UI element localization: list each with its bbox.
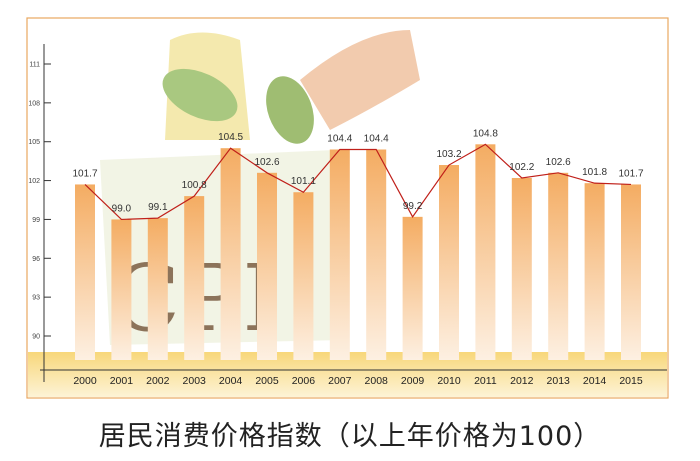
data-label: 104.4 xyxy=(327,133,352,144)
y-tick-label: 102 xyxy=(28,178,40,185)
bar-2007 xyxy=(329,149,350,360)
x-tick-label: 2003 xyxy=(183,375,207,387)
x-tick-label: 2000 xyxy=(73,375,97,387)
bar-2004 xyxy=(220,148,241,360)
data-label: 99.0 xyxy=(112,203,132,214)
x-tick-label: 2007 xyxy=(328,375,352,387)
bar-2005 xyxy=(257,172,277,360)
bar-2002 xyxy=(147,218,168,360)
y-tick-label: 105 xyxy=(28,139,40,146)
y-tick-label: 111 xyxy=(29,62,40,69)
x-tick-label: 2010 xyxy=(437,375,461,387)
y-tick-label: 99 xyxy=(32,217,40,224)
bar-2003 xyxy=(184,196,205,360)
x-tick-label: 2001 xyxy=(110,375,134,387)
bar-2011 xyxy=(475,144,496,360)
bar-2010 xyxy=(439,165,459,360)
x-tick-label: 2004 xyxy=(219,375,243,387)
bar-2006 xyxy=(293,192,314,360)
x-tick-label: 2006 xyxy=(292,375,316,387)
data-label: 101.1 xyxy=(291,176,316,187)
data-label: 103.2 xyxy=(436,149,461,160)
y-tick-label: 90 xyxy=(32,334,40,341)
data-label: 99.2 xyxy=(403,201,423,212)
bar-2015 xyxy=(621,184,641,360)
x-tick-label: 2012 xyxy=(510,375,534,387)
data-label: 104.8 xyxy=(473,128,498,139)
bar-2001 xyxy=(111,219,132,360)
data-label: 99.1 xyxy=(148,202,168,213)
bar-2012 xyxy=(511,177,532,360)
bar-2008 xyxy=(366,149,387,360)
x-tick-label: 2005 xyxy=(255,375,279,387)
data-label: 102.6 xyxy=(254,157,279,168)
data-label: 104.4 xyxy=(364,133,389,144)
x-tick-label: 2002 xyxy=(146,375,170,387)
data-label: 104.5 xyxy=(218,132,243,143)
data-label: 102.6 xyxy=(546,157,571,168)
x-tick-label: 2009 xyxy=(401,375,425,387)
y-tick-label: 93 xyxy=(32,295,40,302)
data-label: 101.7 xyxy=(72,168,97,179)
data-label: 100.8 xyxy=(182,180,207,191)
data-label: 102.2 xyxy=(509,162,534,173)
x-tick-label: 2014 xyxy=(583,375,607,387)
cpi-line xyxy=(84,143,632,221)
bar-2009 xyxy=(402,216,423,360)
bar-2014 xyxy=(584,183,605,360)
bar-2000 xyxy=(75,184,95,360)
x-tick-label: 2011 xyxy=(474,375,497,387)
y-tick-label: 108 xyxy=(28,100,40,107)
x-tick-label: 2015 xyxy=(619,375,643,387)
y-tick-label: 96 xyxy=(32,256,40,263)
chart-title: 居民消费价格指数（以上年价格为100） xyxy=(98,421,602,452)
x-tick-label: 2008 xyxy=(365,375,389,387)
data-label: 101.7 xyxy=(618,168,643,179)
bar-2013 xyxy=(548,172,569,360)
data-label: 101.8 xyxy=(582,167,607,178)
x-tick-label: 2013 xyxy=(547,375,571,387)
